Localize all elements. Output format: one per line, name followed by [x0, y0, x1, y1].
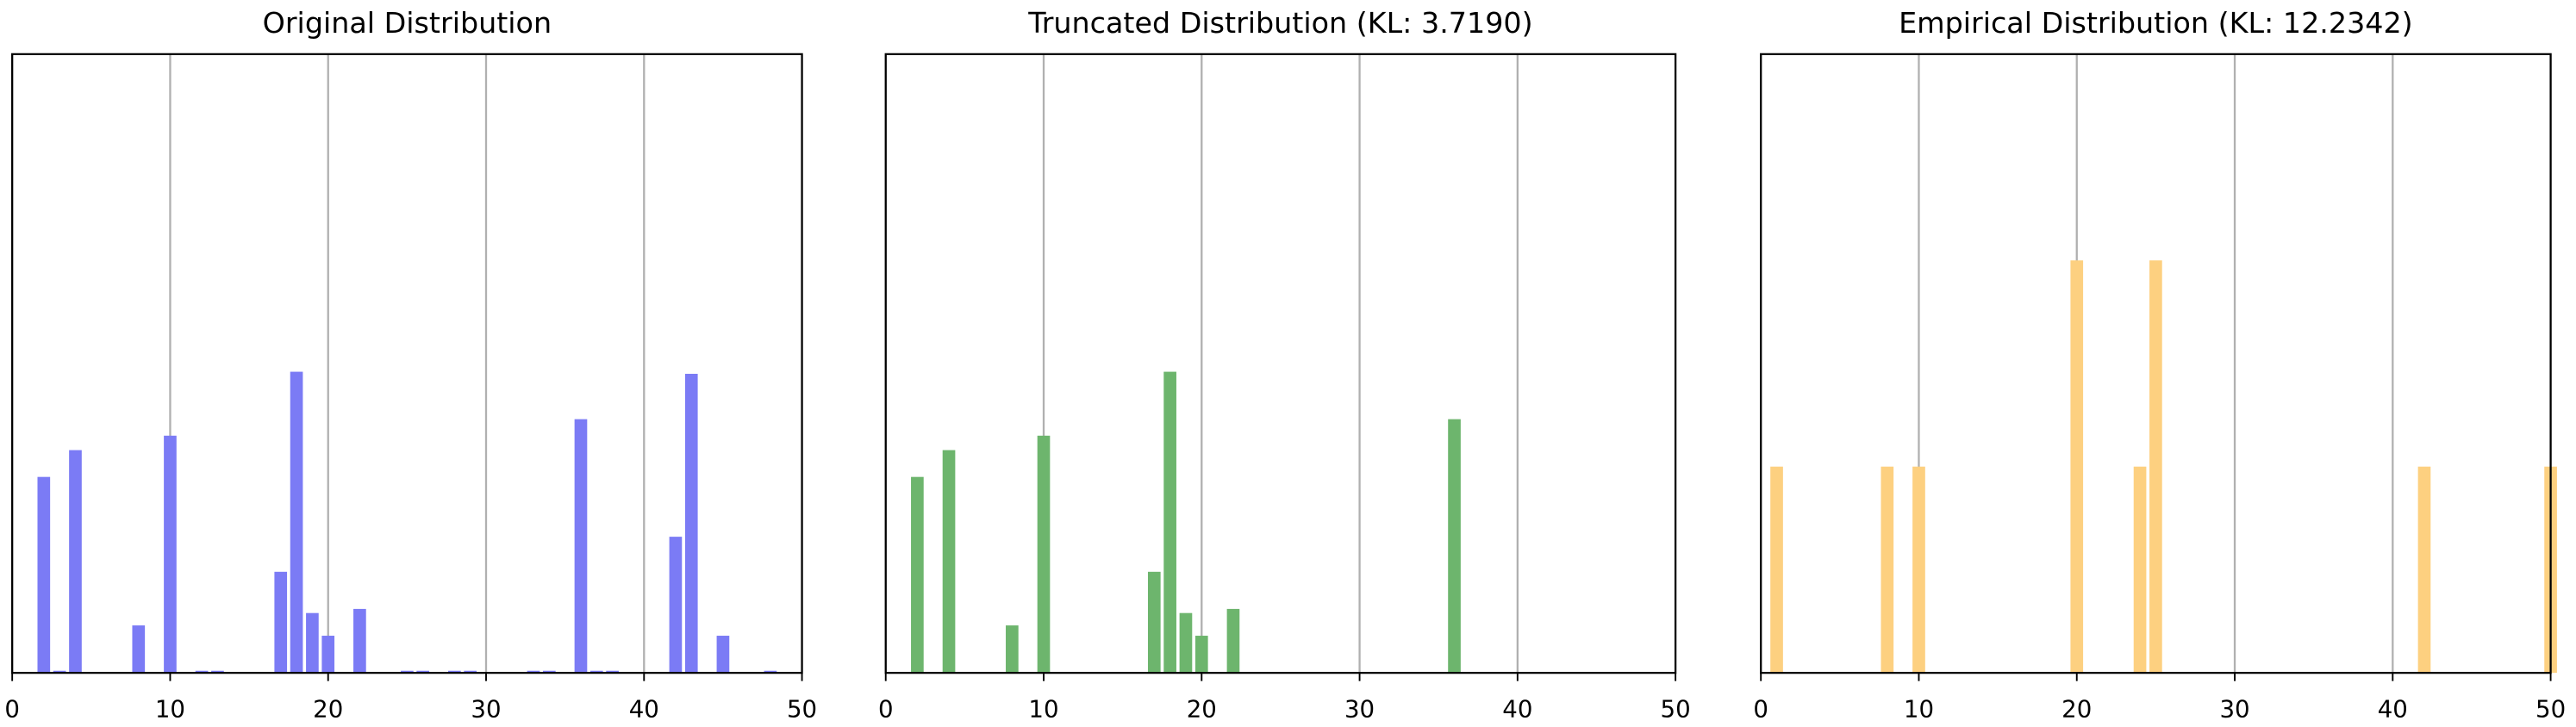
bar: [942, 450, 956, 674]
bar: [195, 670, 209, 674]
plot-frame: [1760, 53, 2552, 674]
x-tick-label: 20: [2061, 695, 2092, 724]
bar: [527, 670, 540, 674]
bar: [1006, 625, 1019, 674]
x-tick-label: 40: [629, 695, 659, 724]
bar: [1448, 419, 1461, 674]
bar: [416, 670, 430, 674]
bar: [69, 450, 82, 674]
bar: [464, 670, 477, 674]
bar: [211, 670, 224, 674]
x-tick-label: 10: [1904, 695, 1934, 724]
bar: [2070, 260, 2084, 674]
x-tick-label: 30: [471, 695, 501, 724]
x-tick-label: 40: [1502, 695, 1532, 724]
chart-title: Truncated Distribution (KL: 3.7190): [1027, 6, 1532, 40]
bar: [1037, 435, 1051, 674]
x-tick-label: 50: [1661, 695, 1691, 724]
x-tick-label: 0: [1753, 695, 1768, 724]
bar: [911, 476, 924, 674]
bar: [1226, 608, 1240, 674]
bar: [353, 608, 366, 674]
x-tick-label: 0: [878, 695, 894, 724]
bar: [606, 670, 619, 674]
bar: [716, 636, 730, 674]
x-tick-label: 20: [313, 695, 343, 724]
bar: [1770, 466, 1783, 674]
bar: [764, 670, 777, 674]
bar: [1194, 636, 1208, 674]
bar: [2133, 466, 2147, 674]
bar: [448, 670, 461, 674]
bar: [669, 537, 683, 674]
bar: [274, 571, 288, 674]
bar: [401, 670, 414, 674]
bar: [1881, 466, 1894, 674]
x-tick-label: 10: [155, 695, 185, 724]
x-tick-label: 30: [1344, 695, 1375, 724]
bar: [1163, 371, 1176, 674]
bar: [37, 476, 51, 674]
x-tick-label: 20: [1187, 695, 1217, 724]
x-tick-label: 10: [1028, 695, 1058, 724]
bar: [589, 670, 603, 674]
bar: [1179, 612, 1193, 674]
bar: [1147, 571, 1161, 674]
plot-frame: [11, 53, 803, 674]
x-tick-label: 40: [2378, 695, 2408, 724]
bar: [542, 670, 556, 674]
bar: [53, 670, 66, 674]
bar: [164, 435, 177, 674]
bar: [2417, 466, 2431, 674]
plot-frame: [884, 53, 1677, 674]
bar: [321, 636, 335, 674]
x-tick-label: 50: [787, 695, 817, 724]
bar: [306, 612, 319, 674]
bar: [2149, 260, 2162, 674]
x-tick-label: 0: [4, 695, 20, 724]
chart-title: Original Distribution: [263, 6, 552, 40]
bar: [1912, 466, 1925, 674]
bar: [132, 625, 146, 674]
chart-title: Empirical Distribution (KL: 12.2342): [1899, 6, 2413, 40]
x-tick-label: 30: [2219, 695, 2249, 724]
bar: [290, 371, 303, 674]
bar: [574, 419, 588, 674]
x-tick-label: 50: [2535, 695, 2566, 724]
bar: [684, 373, 698, 674]
